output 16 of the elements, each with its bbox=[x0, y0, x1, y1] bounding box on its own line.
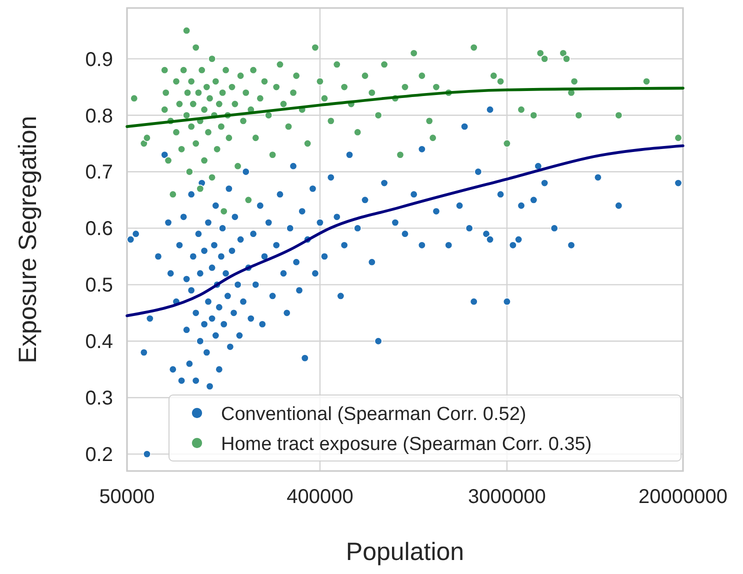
x-tick-label: 3000000 bbox=[468, 486, 546, 508]
y-tick-label: 0.7 bbox=[85, 162, 113, 184]
x-axis-title: Population bbox=[346, 538, 464, 566]
x-tick-label: 400000 bbox=[286, 486, 354, 508]
x-tick-label: 20000000 bbox=[638, 486, 728, 508]
y-tick-label: 0.2 bbox=[85, 444, 113, 466]
y-tick-label: 0.9 bbox=[85, 48, 113, 71]
y-tick-label: 0.3 bbox=[85, 388, 113, 410]
y-tick-label: 0.4 bbox=[85, 331, 113, 354]
y-tick-label: 0.8 bbox=[85, 105, 113, 128]
y-tick-label: 0.6 bbox=[85, 218, 113, 240]
legend-label: Conventional (Spearman Corr. 0.52) bbox=[221, 404, 526, 425]
legend-label: Home tract exposure (Spearman Corr. 0.35) bbox=[221, 434, 592, 455]
x-tick-label: 50000 bbox=[99, 486, 155, 508]
y-tick-label: 0.5 bbox=[85, 274, 113, 297]
y-axis-title: Exposure Segregation bbox=[14, 116, 42, 364]
